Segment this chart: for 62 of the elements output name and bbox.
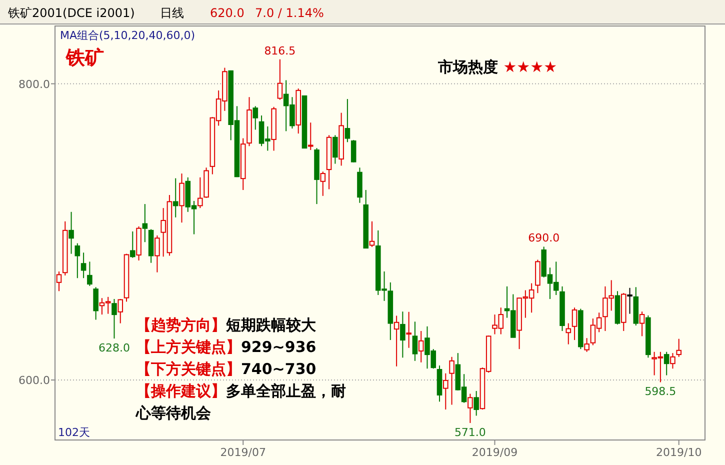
annotation: 【趋势方向】短期跌幅较大: [136, 316, 317, 334]
candlestick: [320, 171, 326, 196]
candlestick: [566, 322, 572, 345]
x-tick-label: 2019/09: [472, 446, 518, 459]
annotation: 102天: [58, 426, 90, 439]
annotation: 市场热度 ★★★★: [437, 58, 558, 76]
candlestick: [406, 311, 412, 348]
candlestick: [277, 58, 283, 100]
y-tick-label: 800.0: [18, 78, 50, 91]
candlestick: [80, 252, 86, 279]
candlestick: [670, 352, 676, 370]
candlestick: [474, 390, 479, 416]
candlestick: [198, 176, 203, 209]
candlestick: [154, 234, 160, 273]
annotation: 铁矿: [65, 47, 104, 69]
candlestick: [344, 98, 350, 143]
candlestick: [87, 261, 92, 286]
candlestick: [93, 286, 98, 320]
candlestick: [332, 134, 338, 164]
candlestick: [68, 211, 74, 254]
candlestick: [56, 270, 62, 292]
annotation: 628.0: [98, 342, 130, 355]
candlestick: [572, 307, 578, 341]
x-tick-label: 2019/07: [220, 446, 266, 459]
candlestick: [639, 311, 645, 337]
annotation: 571.0: [454, 426, 486, 439]
candlestick: [308, 122, 314, 150]
chart-subtitle: 日线: [160, 6, 184, 20]
candlestick: [584, 338, 590, 352]
x-tick-label: 2019/10: [656, 446, 702, 459]
candlestick: [369, 220, 375, 248]
candlestick: [179, 173, 184, 224]
candlestick: [74, 242, 80, 279]
candlestick: [412, 321, 418, 362]
annotation: 816.5: [264, 44, 296, 58]
candlestick: [468, 393, 473, 424]
candlestick: [400, 311, 406, 358]
candlestick: [172, 178, 178, 218]
candlestick: [130, 230, 136, 258]
y-tick-label: 600.0: [18, 374, 50, 388]
candlestick: [443, 372, 448, 410]
annotation: MA组合(5,10,20,40,60,0): [60, 29, 196, 42]
candlestick: [664, 351, 670, 376]
candlestick: [142, 204, 148, 243]
annotation: 【下方关键点】740~730: [136, 360, 316, 378]
annotation: 【上方关键点】929~936: [136, 338, 316, 356]
annotation: 598.5: [644, 385, 676, 398]
candlestick: [676, 338, 682, 358]
candlestick: [252, 106, 258, 130]
candlestick: [535, 259, 540, 294]
annotation: 【操作建议】多单全部止盈，耐心等待机会: [135, 382, 346, 422]
candlestick: [449, 356, 454, 406]
candlestick: [112, 298, 117, 340]
candlestick: [118, 298, 124, 324]
text: 7.0 / 1.14%: [255, 6, 324, 20]
text: 620.0: [210, 6, 244, 20]
candlestick: [394, 315, 400, 367]
annotation: 690.0: [528, 232, 560, 245]
candlestick: [350, 140, 356, 163]
candlestick: [627, 287, 632, 314]
chart-title: 铁矿2001(DCE i2001): [7, 6, 135, 20]
candlestick: [418, 330, 424, 363]
